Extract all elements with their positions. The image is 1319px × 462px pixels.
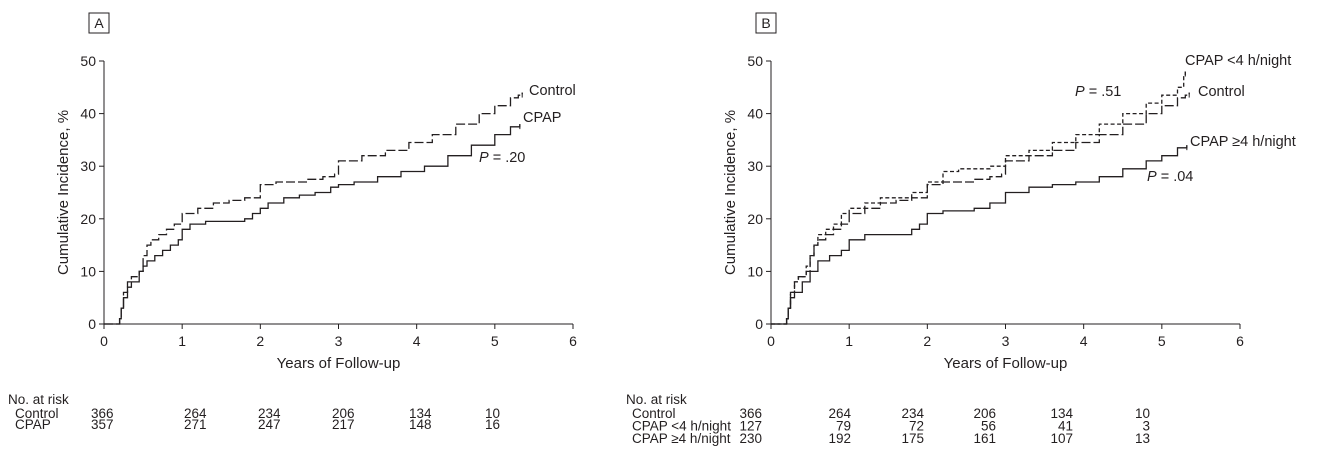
risk-value: 175 — [901, 431, 924, 446]
y-tick-label: 40 — [747, 106, 763, 122]
risk-table-title: No. at risk — [8, 392, 69, 407]
risk-value: 41 — [1058, 419, 1073, 434]
x-tick-label: 4 — [1080, 333, 1088, 349]
x-tick-label: 1 — [178, 333, 186, 349]
risk-value: 79 — [836, 419, 851, 434]
risk-value: 16 — [485, 417, 500, 432]
risk-value: 13 — [1135, 431, 1150, 446]
series-label: CPAP — [523, 110, 561, 126]
risk-value: 72 — [909, 419, 924, 434]
y-tick-label: 50 — [747, 53, 763, 69]
panel-label: A — [94, 15, 104, 31]
y-tick-label: 40 — [80, 106, 96, 122]
risk-row-label: CPAP <4 h/night — [632, 419, 731, 434]
risk-value: 234 — [901, 406, 924, 421]
p-value-annotation: P = .51 — [1075, 84, 1121, 100]
y-tick-label: 0 — [88, 316, 96, 332]
series-line-control — [771, 92, 1190, 325]
series-label: Control — [1198, 84, 1245, 100]
y-tick-label: 30 — [80, 158, 96, 174]
risk-value: 264 — [828, 406, 851, 421]
x-tick-label: 2 — [923, 333, 931, 349]
series-line-cpap — [104, 124, 521, 325]
risk-value: 107 — [1050, 431, 1073, 446]
x-tick-label: 4 — [413, 333, 421, 349]
series-label: CPAP ≥4 h/night — [1190, 134, 1296, 150]
risk-value: 271 — [184, 417, 207, 432]
risk-value: 3 — [1142, 419, 1150, 434]
x-tick-label: 3 — [335, 333, 343, 349]
x-axis-title: Years of Follow-up — [944, 355, 1068, 372]
series-label: CPAP <4 h/night — [1185, 53, 1291, 69]
x-tick-label: 3 — [1002, 333, 1010, 349]
risk-value: 217 — [332, 417, 355, 432]
series-line-cpap-4-h-night — [771, 145, 1188, 325]
series-label: Control — [529, 83, 576, 99]
risk-value: 206 — [973, 406, 996, 421]
risk-value: 192 — [828, 431, 851, 446]
y-tick-label: 20 — [747, 211, 763, 227]
series-line-control — [104, 92, 523, 325]
x-tick-label: 1 — [845, 333, 853, 349]
risk-value: 134 — [409, 406, 432, 421]
x-tick-label: 6 — [569, 333, 577, 349]
risk-row-label: Control — [632, 406, 676, 421]
y-tick-label: 10 — [80, 263, 96, 279]
y-tick-label: 20 — [80, 211, 96, 227]
panel-label-box — [88, 12, 110, 34]
y-axis-title: Cumulative Incidence, % — [722, 110, 739, 275]
risk-value: 230 — [739, 431, 762, 446]
risk-row-label: Control — [15, 406, 59, 421]
y-tick-label: 0 — [755, 316, 763, 332]
risk-value: 10 — [1135, 406, 1150, 421]
x-axis-title: Years of Follow-up — [277, 355, 401, 372]
risk-value: 127 — [739, 419, 762, 434]
x-tick-label: 0 — [767, 333, 775, 349]
risk-table-title: No. at risk — [626, 392, 687, 407]
risk-value: 56 — [981, 419, 996, 434]
risk-value: 247 — [258, 417, 281, 432]
y-tick-label: 50 — [80, 53, 96, 69]
risk-value: 357 — [91, 417, 114, 432]
p-value-annotation: P = .04 — [1147, 169, 1193, 185]
risk-value: 206 — [332, 406, 355, 421]
risk-value: 366 — [91, 406, 114, 421]
y-tick-label: 30 — [747, 158, 763, 174]
x-tick-label: 6 — [1236, 333, 1244, 349]
risk-value: 161 — [973, 431, 996, 446]
x-tick-label: 5 — [491, 333, 499, 349]
risk-value: 234 — [258, 406, 281, 421]
y-axis-title: Cumulative Incidence, % — [55, 110, 72, 275]
x-tick-label: 2 — [256, 333, 264, 349]
risk-value: 148 — [409, 417, 432, 432]
x-tick-label: 5 — [1158, 333, 1166, 349]
x-tick-label: 0 — [100, 333, 108, 349]
risk-value: 134 — [1050, 406, 1073, 421]
panel-label: B — [761, 15, 770, 31]
risk-value: 10 — [485, 406, 500, 421]
p-value-annotation: P = .20 — [479, 150, 525, 166]
panel-label-box — [755, 12, 777, 34]
risk-value: 264 — [184, 406, 207, 421]
y-tick-label: 10 — [747, 263, 763, 279]
risk-value: 366 — [739, 406, 762, 421]
series-line-cpap-4-h-night — [771, 71, 1186, 325]
risk-row-label: CPAP ≥4 h/night — [632, 431, 731, 446]
risk-row-label: CPAP — [15, 417, 51, 432]
